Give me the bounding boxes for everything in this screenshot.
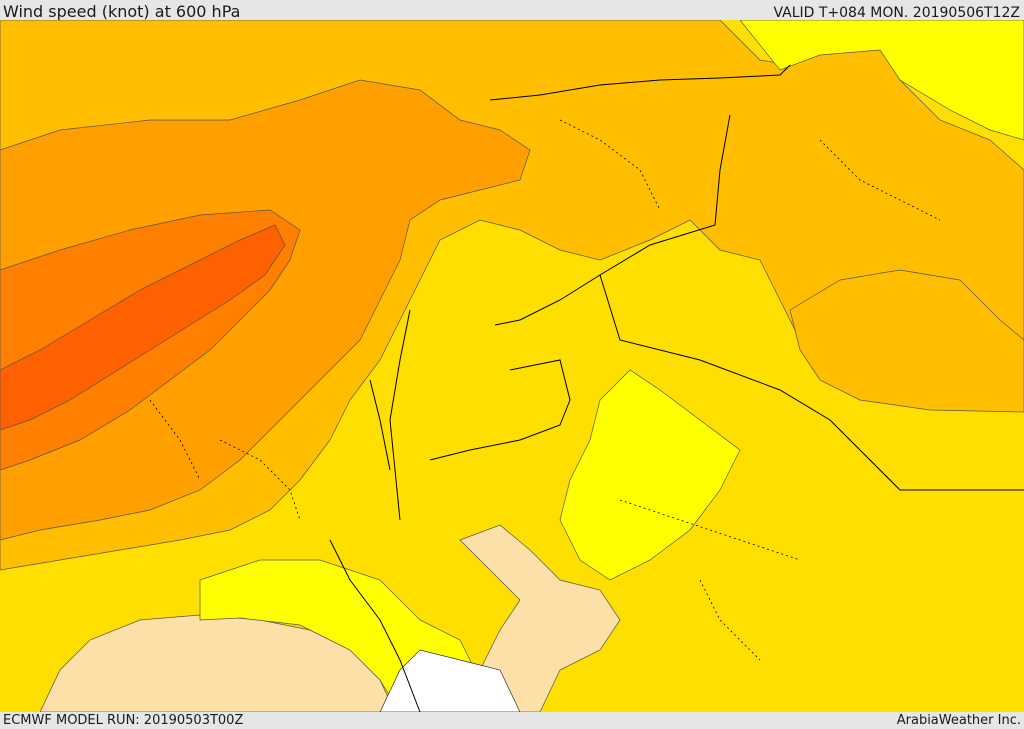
- footer-bar: ECMWF MODEL RUN: 20190503T00Z ArabiaWeat…: [0, 712, 1024, 729]
- light-wind-zone-center: [559, 369, 741, 581]
- valid-time-label: VALID T+084 MON. 20190506T12Z: [773, 5, 1020, 21]
- wind-band-orange: [0, 79, 531, 541]
- wind-speed-map: [0, 20, 1024, 712]
- province-borders: [149, 119, 941, 661]
- calm-area-south: [459, 524, 621, 712]
- light-wind-zone-northeast: [739, 20, 1024, 141]
- country-borders: [329, 64, 1024, 712]
- map-title: Wind speed (knot) at 600 hPa: [3, 2, 241, 21]
- wind-band-east: [789, 269, 1024, 413]
- wind-band-jet-core: [0, 224, 286, 431]
- header-bar: Wind speed (knot) at 600 hPa VALID T+084…: [0, 0, 1024, 21]
- credit-label: ArabiaWeather Inc.: [896, 713, 1021, 728]
- no-data-patch: [379, 649, 521, 712]
- model-run-label: ECMWF MODEL RUN: 20190503T00Z: [3, 713, 244, 728]
